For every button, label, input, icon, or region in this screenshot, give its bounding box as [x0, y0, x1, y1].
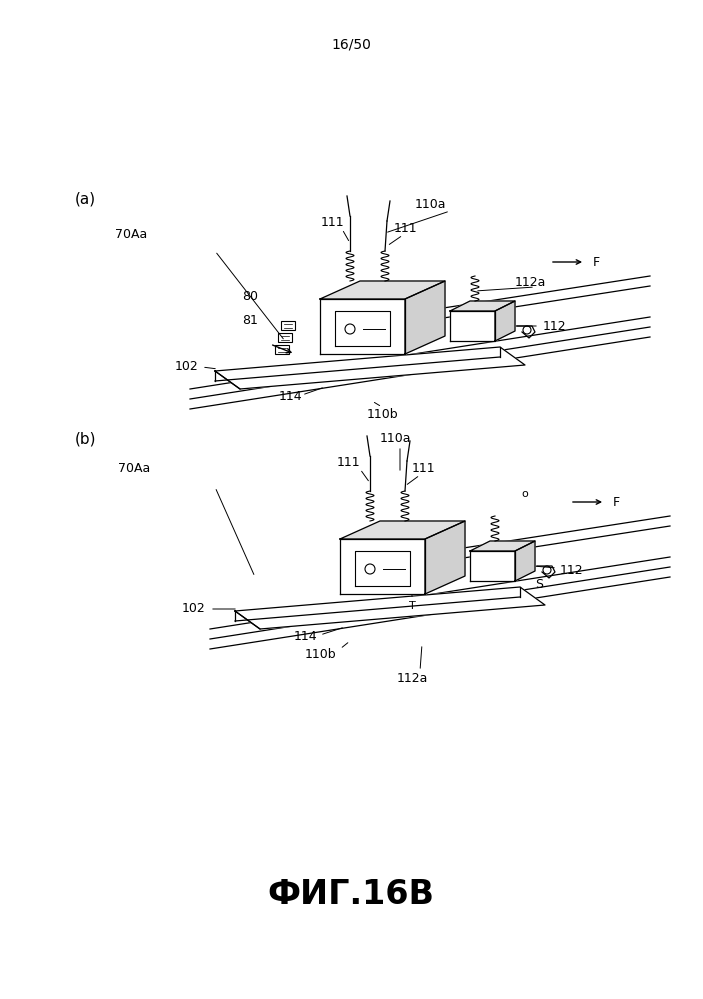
- Text: 112: 112: [543, 320, 567, 333]
- Text: 80: 80: [242, 291, 258, 304]
- Polygon shape: [340, 521, 465, 539]
- Text: 111: 111: [320, 217, 344, 230]
- Text: (a): (a): [75, 192, 96, 207]
- Polygon shape: [235, 587, 545, 629]
- Text: 112a: 112a: [396, 672, 427, 685]
- Text: 114: 114: [278, 391, 302, 404]
- Text: 114: 114: [293, 630, 317, 643]
- Polygon shape: [450, 301, 515, 311]
- Text: F: F: [613, 496, 620, 508]
- Text: F: F: [593, 256, 600, 269]
- Text: 16/50: 16/50: [331, 37, 371, 51]
- Text: (b): (b): [75, 432, 96, 447]
- Text: 111: 111: [393, 223, 417, 236]
- Polygon shape: [405, 281, 445, 354]
- Text: 102: 102: [174, 361, 198, 374]
- Polygon shape: [425, 521, 465, 594]
- Text: 110b: 110b: [366, 408, 398, 421]
- Polygon shape: [450, 311, 495, 341]
- Text: 70Aa: 70Aa: [118, 463, 150, 476]
- Text: 102: 102: [181, 602, 205, 615]
- Polygon shape: [515, 541, 535, 581]
- Text: 81: 81: [242, 315, 258, 328]
- Text: 112: 112: [560, 564, 583, 577]
- Polygon shape: [470, 551, 515, 581]
- Text: 110b: 110b: [304, 647, 336, 660]
- Polygon shape: [320, 281, 445, 299]
- Polygon shape: [470, 541, 535, 551]
- Text: 70Aa: 70Aa: [115, 228, 147, 241]
- Polygon shape: [215, 347, 525, 389]
- Text: o: o: [522, 489, 529, 499]
- Text: 110a: 110a: [379, 433, 411, 446]
- Polygon shape: [320, 299, 405, 354]
- Text: ФИГ.16В: ФИГ.16В: [268, 877, 434, 910]
- Text: T: T: [408, 601, 415, 611]
- Text: S: S: [535, 577, 543, 590]
- Text: 111: 111: [411, 463, 435, 476]
- Text: 112a: 112a: [515, 277, 546, 290]
- Polygon shape: [340, 539, 425, 594]
- Polygon shape: [495, 301, 515, 341]
- Text: 110a: 110a: [414, 198, 446, 211]
- Text: G: G: [392, 558, 400, 568]
- Text: 111: 111: [336, 457, 360, 470]
